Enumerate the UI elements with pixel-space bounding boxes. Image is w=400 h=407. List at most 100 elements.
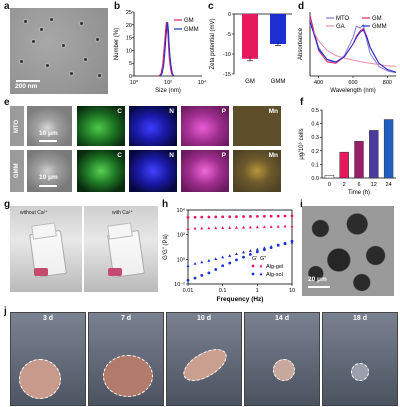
element-label: C xyxy=(117,108,122,115)
x-axis-label: Wavelength (nm) xyxy=(330,88,375,94)
x-tick-label: 800 xyxy=(383,80,392,86)
legend-label: GA xyxy=(336,24,345,30)
data-point xyxy=(193,215,197,219)
x-tick-label: GM xyxy=(245,79,255,85)
day-label: 18 d xyxy=(352,315,367,322)
data-point xyxy=(255,225,259,229)
data-point xyxy=(228,254,232,257)
data-point xyxy=(214,268,218,271)
x-tick-label: 10⁴ xyxy=(198,79,206,86)
data-point xyxy=(269,244,273,248)
bar-gmm xyxy=(270,14,286,44)
data-point xyxy=(242,215,245,218)
row-label-gmm: GMM xyxy=(10,150,24,192)
element-label: Mn xyxy=(268,152,278,159)
scale-bar-label: 200 nm xyxy=(15,83,38,90)
element-label: P xyxy=(221,152,226,159)
panel-label-h: h xyxy=(162,199,169,210)
x-tick-label: 10 xyxy=(289,288,295,294)
legend-header: G" xyxy=(260,256,266,262)
legend-label: GMM xyxy=(372,24,387,30)
panel-label-e: e xyxy=(4,97,10,108)
scale-bar-label: 20 μm xyxy=(308,276,327,283)
data-point xyxy=(207,226,211,230)
element-label: Mn xyxy=(268,108,278,115)
y-axis-label: G'G" (Pa) xyxy=(163,234,169,260)
data-point xyxy=(269,225,273,228)
photo-caption: with Ca²⁺ xyxy=(112,210,133,216)
element-label: P xyxy=(221,108,226,115)
y-axis-label: Number (%) xyxy=(114,28,120,60)
data-point xyxy=(242,225,246,229)
element-map-p-mto: P xyxy=(181,106,229,146)
data-point xyxy=(262,246,266,250)
y-axis-label: Zeta potential (mV) xyxy=(210,18,216,69)
y-tick-label: 0.0 xyxy=(311,176,319,182)
tem-image: 200 nm xyxy=(10,8,108,94)
y-tick-label: 0.5 xyxy=(311,108,319,114)
data-point xyxy=(200,226,204,230)
data-point xyxy=(276,224,280,228)
element-map-c-gmm: C xyxy=(77,150,125,192)
panel-label-g: g xyxy=(4,199,11,210)
bar-12h xyxy=(369,130,379,179)
data-point xyxy=(207,258,211,262)
data-point xyxy=(276,214,280,218)
scale-bar xyxy=(16,80,40,82)
sem-image-mto: 10 μm xyxy=(27,106,72,146)
y-tick-label: 10⁰ xyxy=(177,256,186,263)
x-tick-label: GMM xyxy=(271,79,286,85)
series-line-gmm xyxy=(159,22,175,77)
x-tick-label: 2 xyxy=(343,182,346,188)
data-point xyxy=(228,261,232,265)
panel-label-f: f xyxy=(300,97,304,108)
y-tick-label: 10⁴ xyxy=(177,207,186,214)
y-tick-label: 0.3 xyxy=(311,135,319,141)
legend-label: Alg-gel xyxy=(266,264,283,270)
data-point xyxy=(283,224,287,228)
element-label: N xyxy=(169,108,174,115)
x-tick-label: 6 xyxy=(357,182,360,188)
panel-label-a: a xyxy=(4,1,10,12)
sem-porous-image: 20 μm xyxy=(302,206,394,296)
panel-label-c: c xyxy=(208,1,214,12)
data-point xyxy=(214,215,218,219)
data-point xyxy=(186,278,190,282)
chart-c: 0 -5 -10 -15 Zeta potential (mV) GM GMM xyxy=(210,12,292,85)
wound-outline xyxy=(273,359,295,381)
bar-gm xyxy=(242,14,258,59)
day-label: 10 d xyxy=(196,315,211,322)
nanoparticle xyxy=(84,58,87,61)
x-axis-label: Frequency (Hz) xyxy=(217,296,264,303)
scale-bar xyxy=(308,286,330,288)
legend-label: Alg-sol xyxy=(266,272,283,278)
legend-label: GMM xyxy=(184,27,199,33)
data-point xyxy=(242,255,245,259)
scale-bar-label: 10 μm xyxy=(39,130,58,137)
y-axis-label: Absorbance xyxy=(298,27,304,60)
x-tick-label: 0.1 xyxy=(219,288,227,294)
y-tick-label: 10² xyxy=(177,233,185,239)
vial-photo-with-ca: with Ca²⁺ xyxy=(84,206,158,292)
data-point xyxy=(186,216,190,219)
data-point xyxy=(193,262,197,265)
data-point xyxy=(283,242,287,246)
element-label: N xyxy=(169,152,174,159)
panel-label-j: j xyxy=(4,306,7,317)
legend-label: GM xyxy=(184,18,194,24)
bar-24h xyxy=(383,119,394,179)
vial-photo-without-ca: without Ca²⁺ xyxy=(10,206,82,292)
data-point xyxy=(221,215,225,219)
y-tick-label: -15 xyxy=(223,72,231,78)
x-tick-label: 24 xyxy=(386,182,392,188)
element-map-n-gmm: N xyxy=(129,150,177,192)
data-point xyxy=(248,253,252,256)
plot-frame xyxy=(187,209,293,285)
data-point xyxy=(235,258,238,262)
data-point xyxy=(276,243,280,247)
data-point xyxy=(200,215,204,219)
legend-marker xyxy=(259,272,263,276)
wound-outline xyxy=(19,359,61,399)
x-tick-label: 12 xyxy=(371,182,377,188)
chart-d: 400 600 800 Wavelength (nm) Absorbance MTO GM G… xyxy=(298,12,397,94)
